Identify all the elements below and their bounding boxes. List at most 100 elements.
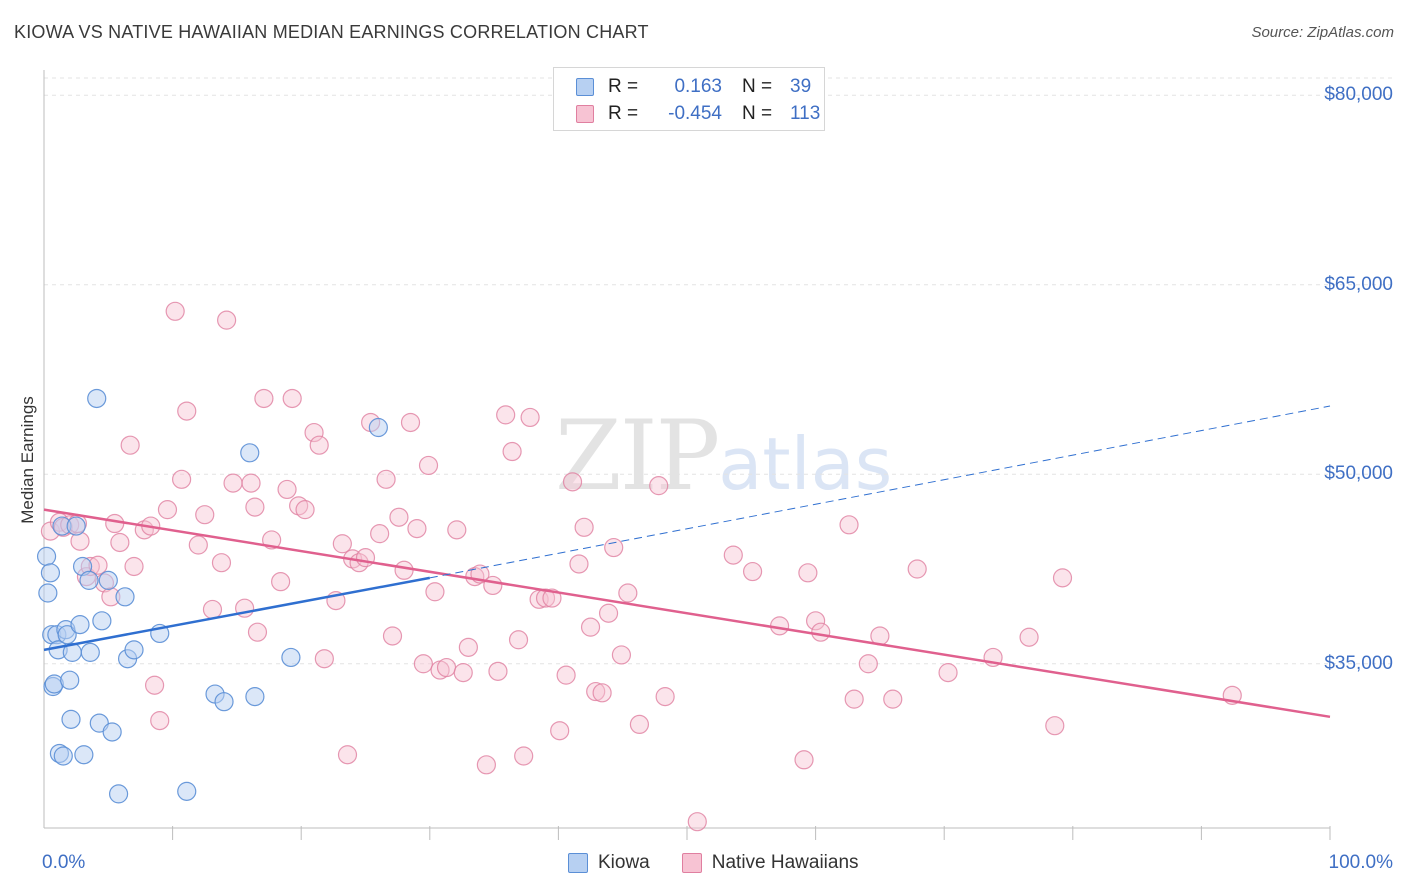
hawaiian-point [574,517,594,537]
hawaiian-point [794,750,814,770]
hawaiian-point [355,548,376,568]
hawaiian-point [508,630,529,650]
kiowa-trend-extension [429,405,1331,579]
hawaiian-point [483,575,503,596]
hawaiian-point [618,583,638,603]
legend-row-hawaiian: R = -0.454 N = 113 [576,101,824,127]
legend-n-label: N = [742,103,773,124]
y-tick-label: $35,000 [1324,652,1393,674]
y-tick-label: $80,000 [1324,84,1393,106]
kiowa-point [57,625,77,645]
hawaiian-point [586,681,606,702]
kiowa-point [60,670,80,690]
hawaiian-trend-line [43,508,1331,719]
hawaiian-point [687,812,707,832]
hawaiian-point [844,689,864,709]
hawaiian-point [569,554,589,574]
y-axis-label: Median Earnings [18,396,37,524]
hawaiian-point [883,689,903,709]
hawaiian-point [394,560,414,580]
hawaiian-point [120,435,140,455]
kiowa-point [124,640,144,660]
hawaiian-point [514,746,534,766]
hawaiian-point [811,622,831,642]
hawaiian-point [277,479,297,500]
y-tick-label: $65,000 [1324,273,1393,295]
hawaiian-point [245,497,265,517]
kiowa-point [36,546,57,566]
y-tick-label: $50,000 [1324,463,1393,485]
hawaiian-point [562,472,583,492]
legend-item-kiowa[interactable]: Kiowa [568,852,650,874]
kiowa-trend-line [43,576,431,652]
hawaiian-point [223,473,243,493]
hawaiian-point [295,500,315,520]
hawaiian-point [805,611,826,631]
hawaiian-point [254,388,274,409]
hawaiian-point [105,513,125,534]
hawaiian-point [150,711,170,731]
hawaiian-point [413,654,433,674]
hawaiian-point [314,649,334,669]
hawaiian-swatch [576,105,594,123]
series-legend: Kiowa Native Hawaiians [568,852,891,874]
hawaiian-point [742,561,763,582]
hawaiian-point [453,663,473,683]
hawaiian-point [195,505,215,525]
legend-item-label: Kiowa [598,852,650,873]
hawaiian-point [447,520,467,540]
hawaiian-point [217,310,237,330]
hawaiian-point [282,388,302,409]
kiowa-point [240,443,260,463]
watermark-atlas: atlas [718,422,893,506]
kiowa-legend-swatch [568,853,588,873]
legend-r-value: -0.454 [668,103,722,124]
kiowa-point [70,615,90,635]
legend-row-kiowa: R = 0.163 N = 39 [576,74,814,100]
hawaiian-point [592,683,612,703]
hawaiian-point [425,582,445,602]
x-tick-min: 0.0% [42,852,86,873]
hawaiian-point [839,515,859,535]
legend-n-value: 113 [790,103,821,124]
hawaiian-point [458,637,478,657]
hawaiian-point [550,721,570,741]
hawaiian-point [247,622,268,642]
hawaiian-point [304,422,324,443]
kiowa-swatch [576,78,594,96]
hawaiian-point [110,532,130,553]
kiowa-point [61,709,81,729]
kiowa-point [108,784,129,804]
hawaiian-point [157,500,178,520]
kiowa-point [79,570,99,590]
legend-item-label: Native Hawaiians [711,852,859,873]
kiowa-point [245,687,265,707]
kiowa-point [38,583,58,603]
hawaiian-point [165,301,185,321]
hawaiian-point [907,559,927,579]
legend-r-label: R = [608,76,639,97]
hawaiian-point [655,687,675,707]
hawaiian-point [407,518,427,539]
hawaiian-point [332,534,352,554]
hawaiian-legend-swatch [681,853,702,873]
hawaiian-point [382,626,403,646]
kiowa-point [80,642,100,662]
hawaiian-point [389,507,409,527]
hawaiian-point [476,755,496,775]
hawaiian-point [598,603,619,623]
hawaiian-point [580,617,601,637]
chart-title: KIOWA VS NATIVE HAWAIIAN MEDIAN EARNINGS… [14,22,649,42]
legend-item-hawaiian[interactable]: Native Hawaiians [681,852,859,874]
hawaiian-point [604,537,624,558]
hawaiian-point [400,412,421,433]
hawaiian-point [177,401,197,421]
hawaiian-point [144,675,165,695]
kiowa-point [281,647,301,668]
hawaiian-point [649,476,669,496]
hawaiian-point [436,657,457,678]
hawaiian-point [211,553,232,573]
x-tick-max: 100.0% [1328,852,1393,873]
hawaiian-point [1045,716,1065,736]
hawaiian-point [271,572,291,592]
